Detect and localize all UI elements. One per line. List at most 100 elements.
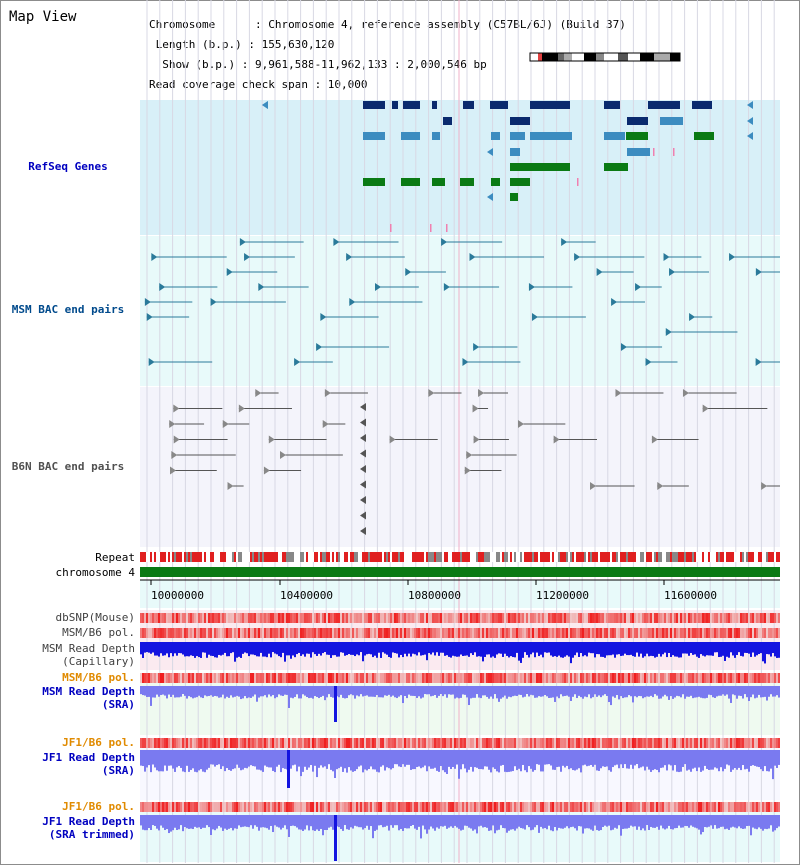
msm-capillary-depth: [242, 642, 244, 654]
jf1-pol-heat: [170, 738, 172, 748]
dbsnp-heat: [220, 613, 222, 623]
jf1-pol-heat-2: [272, 802, 274, 812]
jf1-trim-depth: [534, 815, 536, 828]
label-msm-b6-pol-2[interactable]: MSM/B6 pol.: [62, 671, 135, 684]
msm-sra-depth: [444, 686, 446, 695]
repeat-mark: [182, 552, 184, 562]
jf1-sra-depth: [402, 750, 404, 765]
jf1-pol-heat: [470, 738, 472, 748]
repeat-mark: [468, 552, 470, 562]
jf1-pol-heat: [420, 738, 422, 748]
jf1-trim-depth: [282, 815, 284, 828]
msm-pol-heat: [720, 628, 722, 638]
msm-sra-depth: [606, 686, 608, 696]
msm-pol-heat-2: [602, 673, 604, 683]
msm-pol-heat: [362, 628, 364, 638]
msm-pol-heat: [764, 628, 766, 638]
msm-pol-heat: [492, 628, 494, 638]
msm-sra-depth: [494, 686, 496, 695]
msm-pol-heat-2: [610, 673, 612, 683]
jf1-pol-heat-2: [616, 802, 618, 812]
msm-pol-heat: [710, 628, 712, 638]
label-msm-read-depth-sra[interactable]: MSM Read Depth: [42, 685, 135, 698]
msm-sra-depth: [344, 686, 346, 699]
label-jf1-read-depth-trimmed-sub[interactable]: (SRA trimmed): [48, 828, 135, 841]
jf1-sra-depth: [364, 750, 366, 770]
dbsnp-heat: [344, 613, 346, 623]
dbsnp-heat: [760, 613, 762, 623]
jf1-pol-heat: [676, 738, 678, 748]
label-jf1-b6-pol-2[interactable]: JF1/B6 pol.: [62, 800, 135, 813]
msm-pol-heat-2: [658, 673, 660, 683]
msm-capillary-depth: [302, 642, 304, 655]
msm-pol-heat: [332, 628, 334, 638]
jf1-trim-depth: [294, 815, 296, 827]
dbsnp-heat: [486, 613, 488, 623]
dbsnp-heat: [720, 613, 722, 623]
repeat-mark: [668, 552, 670, 562]
label-jf1-read-depth-sra-sub[interactable]: (SRA): [101, 764, 135, 777]
jf1-trim-depth: [186, 815, 188, 829]
msm-sra-depth: [774, 686, 776, 697]
jf1-pol-heat: [558, 738, 560, 748]
msm-capillary-depth: [544, 642, 546, 653]
label-jf1-b6-pol[interactable]: JF1/B6 pol.: [62, 736, 135, 749]
repeat-mark: [604, 552, 606, 562]
label-refseq-genes[interactable]: RefSeq Genes: [28, 160, 108, 173]
jf1-trim-depth: [324, 815, 326, 830]
dbsnp-heat: [216, 613, 218, 623]
msm-capillary-depth: [196, 642, 198, 657]
msm-capillary-depth: [262, 642, 264, 657]
msm-pol-heat-2: [690, 673, 692, 683]
label-msm-read-depth-sra-sub[interactable]: (SRA): [101, 698, 135, 711]
repeat-mark: [704, 552, 706, 562]
msm-capillary-depth: [238, 642, 240, 657]
repeat-mark: [268, 552, 270, 562]
jf1-pol-heat: [290, 738, 292, 748]
jf1-pol-heat: [538, 738, 540, 748]
jf1-pol-heat-2: [172, 802, 174, 812]
gene-tick: [577, 178, 579, 186]
jf1-pol-heat-2: [356, 802, 358, 812]
msm-pol-heat-2: [394, 673, 396, 683]
label-msm-bac-end-pairs[interactable]: MSM BAC end pairs: [11, 303, 125, 316]
bac-end-marker: [620, 343, 627, 351]
label-jf1-read-depth-trimmed[interactable]: JF1 Read Depth: [42, 815, 135, 828]
bac-end-marker: [574, 253, 581, 261]
jf1-sra-depth: [404, 750, 406, 767]
jf1-sra-depth: [560, 750, 562, 772]
label-jf1-read-depth-sra[interactable]: JF1 Read Depth: [42, 751, 135, 764]
repeat-mark: [448, 552, 450, 562]
label-msm-read-depth-capillary[interactable]: MSM Read Depth: [42, 642, 135, 655]
jf1-pol-heat-2: [310, 802, 312, 812]
msm-pol-heat-2: [608, 673, 610, 683]
label-b6n-bac-end-pairs[interactable]: B6N BAC end pairs: [11, 460, 125, 473]
msm-pol-heat-2: [436, 673, 438, 683]
jf1-sra-depth: [418, 750, 420, 767]
msm-sra-depth: [354, 686, 356, 699]
msm-pol-heat-2: [218, 673, 220, 683]
jf1-trim-depth: [374, 815, 376, 831]
label-msm-b6-pol[interactable]: MSM/B6 pol.: [62, 626, 135, 639]
label-dbsnp[interactable]: dbSNP(Mouse): [55, 611, 135, 624]
msm-capillary-depth: [276, 642, 278, 655]
msm-capillary-depth: [732, 642, 734, 656]
msm-capillary-depth: [488, 642, 490, 655]
repeat-mark: [426, 552, 428, 562]
repeat-mark: [146, 552, 148, 562]
jf1-trim-depth: [688, 815, 690, 828]
msm-pol-heat-2: [300, 673, 302, 683]
dbsnp-heat: [610, 613, 612, 623]
jf1-trim-depth: [520, 815, 522, 829]
msm-pol-heat-2: [634, 673, 636, 683]
msm-pol-heat-2: [292, 673, 294, 683]
msm-pol-heat: [626, 628, 628, 638]
jf1-trim-depth: [512, 815, 514, 830]
jf1-pol-heat: [606, 738, 608, 748]
msm-sra-depth: [304, 686, 306, 696]
msm-pol-heat: [536, 628, 538, 638]
label-msm-read-depth-capillary-sub[interactable]: (Capillary): [62, 655, 135, 668]
jf1-trim-depth: [454, 815, 456, 826]
dbsnp-heat: [460, 613, 462, 623]
